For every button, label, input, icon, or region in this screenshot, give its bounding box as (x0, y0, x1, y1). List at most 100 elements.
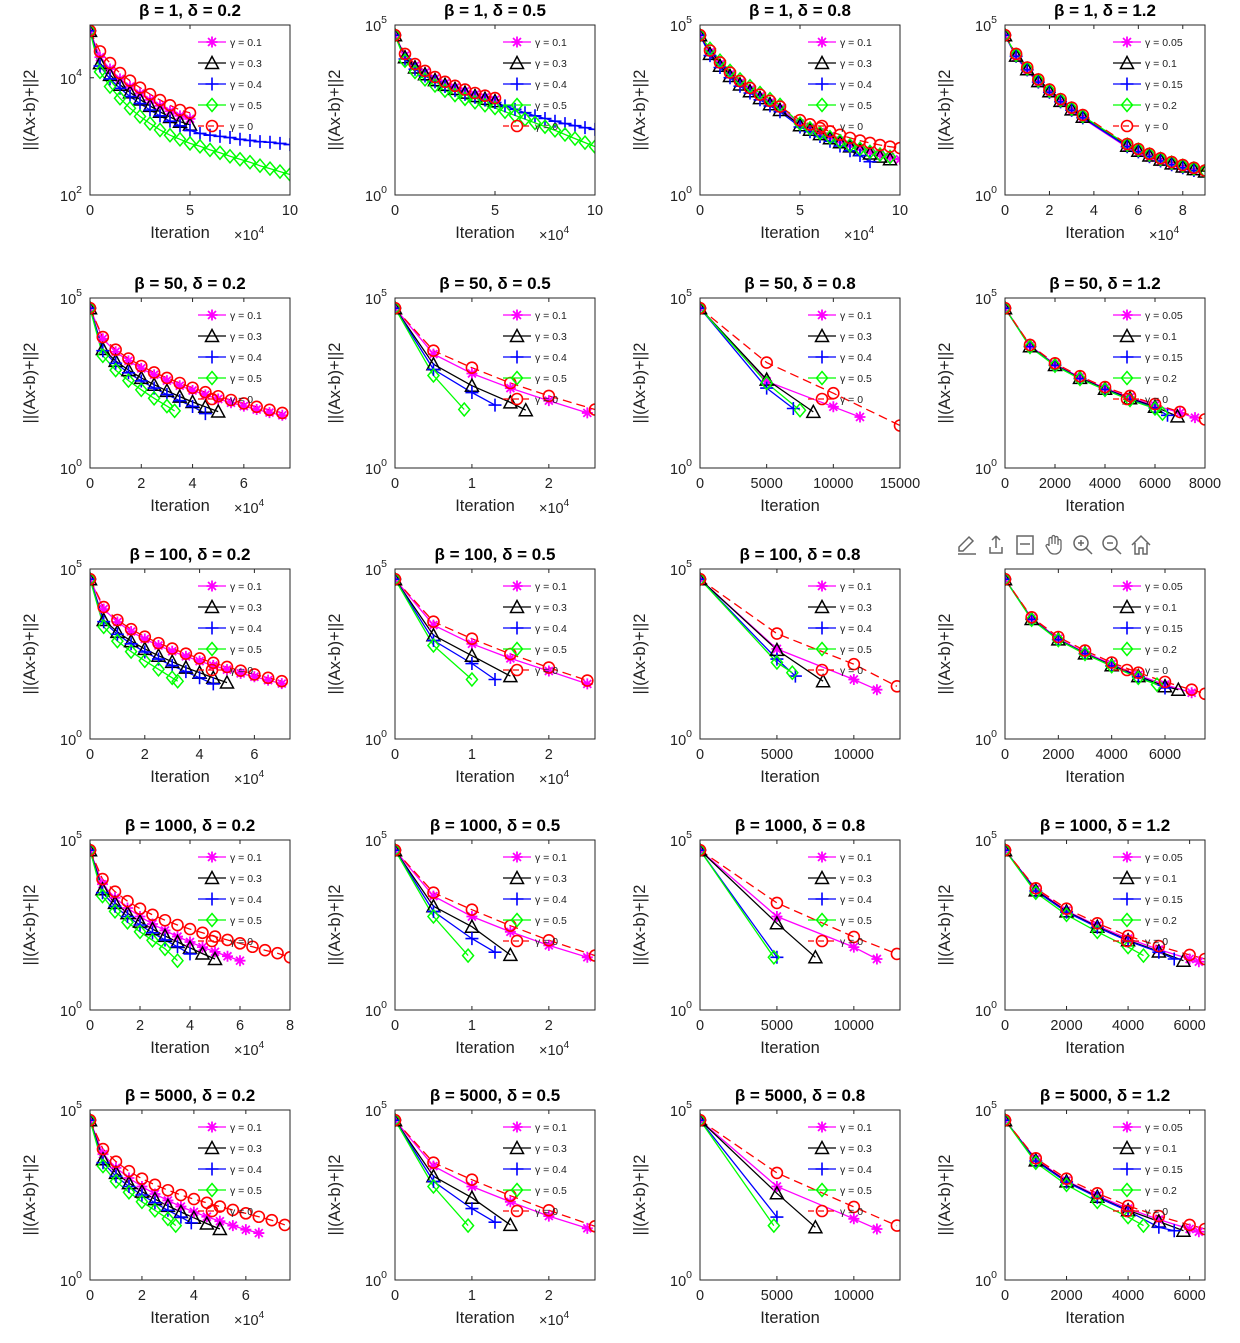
legend-label: γ = 0.4 (535, 894, 567, 906)
data-point (873, 146, 887, 163)
x-tick-label: 4000 (1096, 747, 1128, 763)
y-tick-label: 100 (60, 728, 82, 749)
legend-marker (205, 934, 219, 948)
data-point (528, 115, 542, 131)
x-tick-label: 1 (468, 476, 476, 492)
x-tick-label: 6 (242, 1288, 250, 1304)
legend-label: γ = 0.4 (840, 894, 872, 906)
legend-marker (205, 1182, 219, 1198)
data-point (426, 367, 440, 384)
data-point (97, 333, 109, 345)
x-tick-label: 6 (250, 747, 258, 763)
y-tick-label: 100 (365, 1269, 387, 1290)
data-point (1029, 885, 1043, 901)
data-point (703, 44, 717, 57)
legend: γ = 0.1 γ = 0.3 γ = 0.4 γ = 0.5 γ = 0 (808, 309, 872, 406)
legend-label: γ = 0.15 (1145, 352, 1183, 364)
data-point (276, 406, 289, 420)
series-line-4 (90, 308, 175, 412)
data-point (161, 1203, 175, 1217)
data-point (223, 148, 237, 164)
y-tick-label: 102 (60, 184, 82, 205)
legend-label: γ = 0 (230, 936, 253, 948)
data-point (465, 671, 479, 688)
x-tick-label: 1 (468, 747, 476, 763)
x-tick-label: 0 (86, 1018, 94, 1034)
pan-icon[interactable] (1041, 532, 1067, 558)
legend: γ = 0.1 γ = 0.3 γ = 0.4 γ = 0.5 γ = 0 (503, 851, 567, 948)
data-point (134, 359, 148, 373)
series-line-5 (90, 1119, 286, 1226)
legend-marker (815, 1182, 829, 1198)
data-point (96, 888, 109, 904)
data-point (111, 616, 123, 628)
data-point (1120, 137, 1134, 151)
data-point (753, 88, 767, 101)
data-point (122, 352, 135, 365)
subplot-5-4: 0 2000 4000 6000 100 105 Iteration ||(Ax-b)+||2… (936, 1086, 1206, 1327)
y-tick-label: 105 (60, 558, 82, 579)
legend: γ = 0.1 γ = 0.3 γ = 0.4 γ = 0.5 γ = 0 (503, 309, 567, 406)
data-point (427, 1160, 439, 1172)
legend-label: γ = 0.3 (840, 331, 872, 343)
data-point (502, 946, 519, 962)
legend-label: γ = 0.1 (535, 581, 567, 593)
legend-label: γ = 0 (535, 1206, 558, 1218)
legend-marker (1121, 851, 1133, 863)
subplot-2-4: 0 2000 4000 6000 8000 100 105 Iteration ||(Ax-b)… (936, 274, 1221, 515)
data-point (93, 64, 107, 80)
data-point (186, 399, 200, 413)
data-point (165, 642, 179, 655)
data-point (183, 922, 197, 936)
zoom-in-icon[interactable] (1070, 532, 1096, 558)
legend-marker (815, 1204, 829, 1218)
data-point (1193, 1226, 1205, 1238)
data-point (1020, 61, 1034, 74)
legend-marker (1119, 1139, 1135, 1155)
legend-marker (204, 54, 220, 70)
series-group (1005, 1112, 1205, 1238)
data-point (488, 100, 502, 116)
legend-label: γ = 0 (230, 121, 253, 133)
data-point (265, 1213, 279, 1227)
data-point (97, 600, 110, 614)
legend-label: γ = 0.05 (1145, 581, 1183, 593)
data-point (138, 645, 152, 659)
x-axis-label: Iteration (455, 1309, 515, 1327)
data-point (224, 393, 238, 407)
legend-label: γ = 0.3 (230, 1143, 262, 1155)
legend-label: γ = 0.15 (1145, 79, 1183, 91)
subplot-5-1: 0 2 4 6 100 105 Iteration ×104 ||(Ax-b)+||2 β = 5… (21, 1086, 291, 1329)
series-line-5 (395, 578, 588, 682)
legend-label: γ = 0.4 (230, 79, 262, 91)
export-icon[interactable] (983, 532, 1009, 558)
data-point (158, 941, 172, 957)
data-point (1098, 382, 1112, 398)
data-point (147, 390, 161, 406)
x-axis-label: Iteration (150, 224, 210, 242)
data-point (1198, 1222, 1205, 1236)
data-point (1123, 389, 1137, 403)
data-point (465, 1173, 479, 1186)
brush-icon[interactable] (1012, 532, 1038, 558)
data-point (110, 633, 124, 649)
data-point (213, 129, 227, 143)
data-point (109, 343, 122, 356)
legend: γ = 0.1 γ = 0.3 γ = 0.4 γ = 0.5 γ = 0 (198, 1121, 262, 1218)
zoom-out-icon[interactable] (1099, 532, 1125, 558)
legend-label: γ = 0 (840, 1206, 863, 1218)
edit-icon[interactable] (954, 532, 980, 558)
data-point (466, 1181, 478, 1192)
data-point (581, 1222, 593, 1234)
series-line-1 (395, 578, 588, 685)
data-point (180, 650, 192, 662)
x-tick-label: 5 (796, 203, 804, 219)
home-icon[interactable] (1128, 532, 1154, 558)
data-point (1152, 1220, 1166, 1234)
data-point (252, 1210, 266, 1224)
subplot-3-3: 0 5000 10000 100 105 Iteration ||(Ax-b)+||2 β =… (631, 545, 901, 786)
data-point (1060, 902, 1073, 915)
data-point (1153, 1213, 1165, 1225)
data-point (457, 401, 471, 418)
data-point (700, 301, 707, 315)
